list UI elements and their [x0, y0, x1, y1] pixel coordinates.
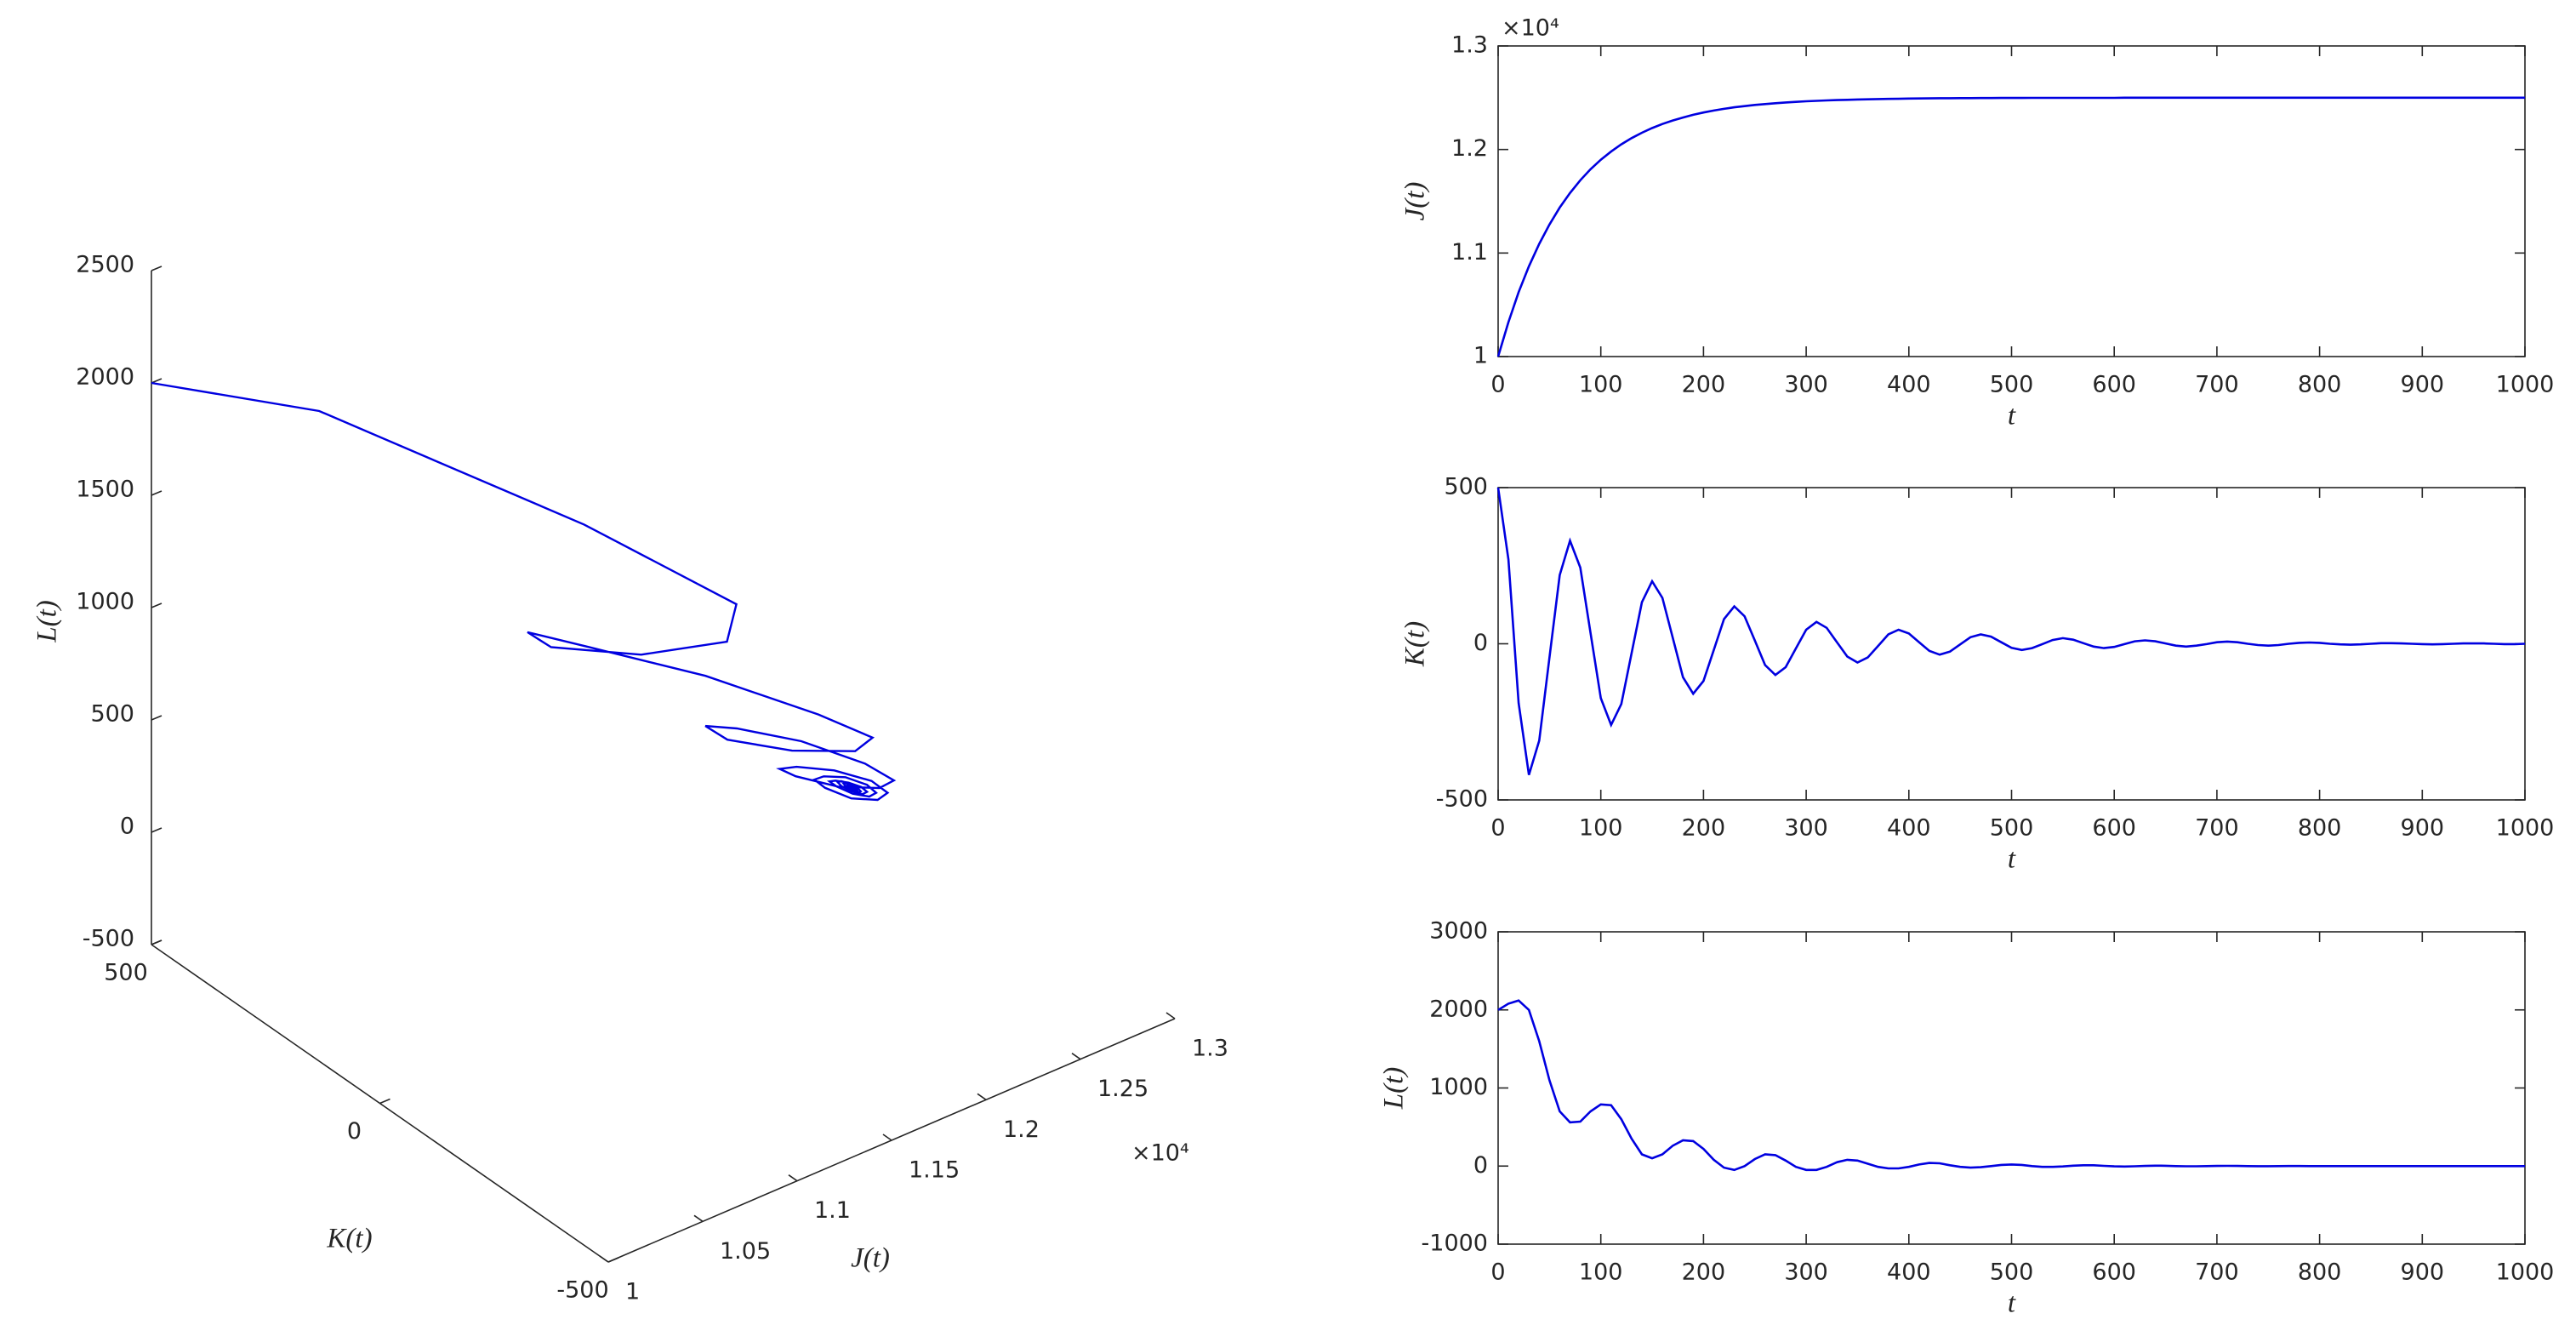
x-tick-label: 600	[2092, 815, 2136, 842]
y-tick-label: 1.3	[1451, 32, 1488, 59]
z-tick	[151, 602, 162, 608]
axes-box	[1497, 931, 2526, 1245]
x-tick-label: 1.1	[814, 1197, 851, 1224]
y-tick-label: 3000	[1429, 918, 1488, 945]
y-tick-label: 500	[104, 960, 148, 986]
y-tick-label: 2000	[1429, 996, 1488, 1022]
data-line	[1496, 487, 2526, 775]
x-tick	[1165, 1012, 1176, 1019]
x-tick-label: 500	[1990, 1259, 2034, 1286]
y-tick-label: 0	[347, 1118, 362, 1145]
x-tick-label: 1.15	[909, 1157, 960, 1184]
x-tick-label: 200	[1682, 372, 1726, 398]
y-tick-label: -1000	[1422, 1231, 1488, 1257]
y-axis-label: K(t)	[326, 1224, 372, 1254]
x-tick-label: 200	[1682, 815, 1726, 842]
x-tick-label: 200	[1682, 1259, 1726, 1286]
x-tick-label: 1.25	[1097, 1076, 1148, 1102]
y-tick-label: 1.1	[1451, 239, 1488, 266]
x-tick-label: 700	[2195, 1259, 2239, 1286]
x-tick-label: 0	[1490, 815, 1505, 842]
x-tick	[788, 1174, 798, 1182]
z-tick	[151, 266, 162, 271]
x-tick-label: 300	[1784, 1259, 1828, 1286]
axes-box	[1497, 45, 2526, 357]
x-tick-label: 900	[2401, 1259, 2445, 1286]
x-tick-label: 1000	[2496, 1259, 2555, 1286]
x-tick	[693, 1214, 704, 1222]
z-tick	[151, 827, 162, 833]
x-tick-label: 500	[1990, 372, 2034, 398]
x-tick-label: 1000	[2496, 815, 2555, 842]
x-tick-label: 1000	[2496, 372, 2555, 398]
z-tick-label: 1000	[76, 589, 134, 615]
y-tick-label: 0	[1473, 1152, 1488, 1179]
x-axis-label: t	[2008, 844, 2016, 875]
y-tick-label: 1.2	[1451, 135, 1488, 162]
z-tick-label: -500	[83, 926, 134, 952]
y-tick-label: -500	[556, 1277, 608, 1304]
x-tick-label: 300	[1784, 815, 1828, 842]
x-tick-label: 400	[1887, 1259, 1931, 1286]
data-line	[1496, 96, 2525, 357]
z-tick-label: 0	[120, 814, 134, 840]
x-tick-label: 700	[2195, 815, 2239, 842]
y-tick-label: 0	[1473, 630, 1488, 656]
z-tick	[151, 490, 162, 496]
y-tick	[607, 1257, 619, 1263]
z-tick	[151, 715, 162, 721]
z-tick-label: 2000	[76, 364, 134, 391]
x-axis-label: t	[2008, 401, 2016, 431]
trajectory-3d	[151, 381, 897, 802]
y-tick	[151, 939, 162, 945]
x-tick-label: 500	[1990, 815, 2034, 842]
x-tick-label: 800	[2298, 815, 2342, 842]
x-tick-label: 300	[1784, 372, 1828, 398]
z-tick-label: 2500	[76, 252, 134, 278]
x-tick	[599, 1255, 609, 1263]
y-tick-label: 500	[1444, 474, 1488, 500]
z-tick-label: 500	[90, 701, 134, 728]
x-tick-label: 900	[2401, 815, 2445, 842]
y-exponent: ×10⁴	[1502, 15, 1559, 42]
x-tick-label: 1.3	[1192, 1036, 1228, 1062]
x-tick-label: 900	[2401, 372, 2445, 398]
x-tick-label: 1.05	[720, 1238, 771, 1265]
y-axis-label: L(t)	[1379, 1067, 1410, 1111]
y-axis-label: K(t)	[1400, 621, 1431, 667]
z-tick-label: 1500	[76, 477, 134, 503]
x-tick-label: 600	[2092, 1259, 2136, 1286]
x-axis-label: t	[2008, 1288, 2016, 1319]
x-tick-label: 0	[1490, 1259, 1505, 1286]
y-tick-label: 1	[1473, 343, 1488, 369]
x-tick-label: 800	[2298, 1259, 2342, 1286]
x-exponent: ×10⁴	[1131, 1140, 1189, 1167]
y-axis-label: J(t)	[1400, 182, 1431, 221]
x-tick-label: 100	[1579, 1259, 1623, 1286]
x-tick-label: 400	[1887, 815, 1931, 842]
x-tick-label: 0	[1490, 372, 1505, 398]
x-tick	[977, 1093, 987, 1100]
x-tick-label: 400	[1887, 372, 1931, 398]
x-tick	[1071, 1053, 1081, 1060]
x-tick-label: 600	[2092, 372, 2136, 398]
y-tick	[379, 1098, 390, 1105]
x-tick-label: 700	[2195, 372, 2239, 398]
x-tick-label: 1	[625, 1279, 640, 1305]
x-tick-label: 100	[1579, 815, 1623, 842]
y-tick-label: -500	[1436, 786, 1488, 813]
data-line	[1497, 999, 2525, 1172]
x-axis-label: J(t)	[851, 1243, 890, 1274]
x-tick-label: 1.2	[1003, 1116, 1040, 1143]
z-axis-label: L(t)	[32, 600, 63, 643]
x-tick-label: 100	[1579, 372, 1623, 398]
y-tick-label: 1000	[1429, 1074, 1488, 1100]
x-tick	[882, 1134, 892, 1141]
x-tick-label: 800	[2298, 372, 2342, 398]
